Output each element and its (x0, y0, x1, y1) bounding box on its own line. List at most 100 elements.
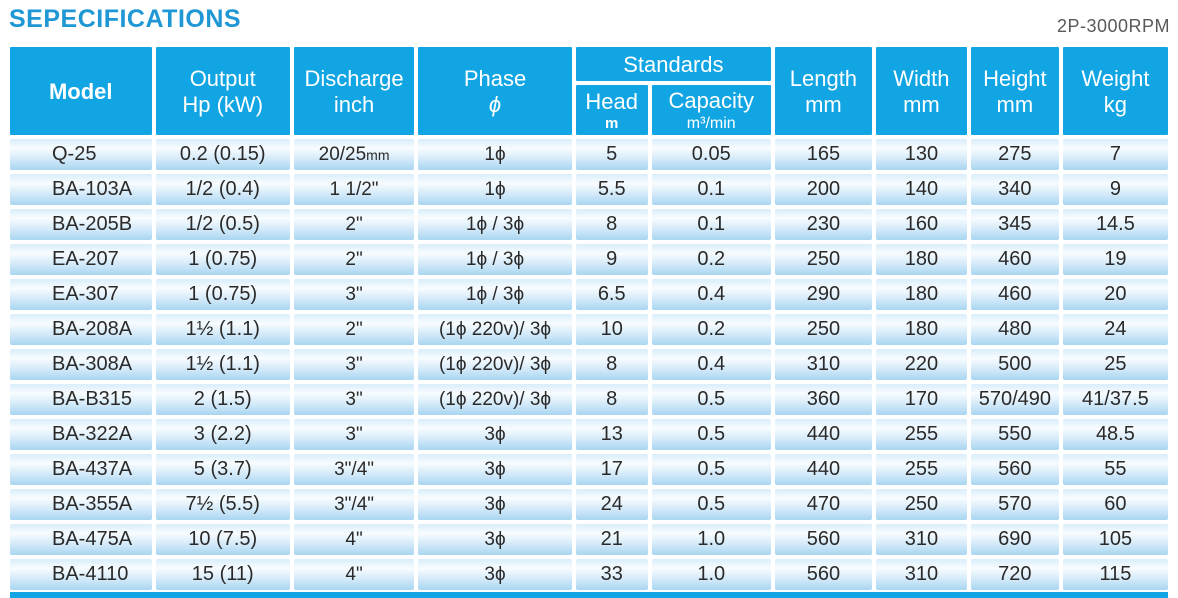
cell-head: 17 (575, 454, 648, 485)
cell-model: BA-308A (10, 349, 152, 380)
cell-capacity: 0.05 (651, 139, 771, 170)
cell-height: 275 (970, 139, 1059, 170)
cell-output: 1 (0.75) (155, 244, 290, 275)
table-row: BA-103A 1/2 (0.4) 1 1/2" 1ϕ 5.5 0.1 200 140 340 9 (10, 174, 1168, 205)
cell-capacity: 0.5 (651, 489, 771, 520)
cell-output: 3 (2.2) (155, 419, 290, 450)
header-capacity: Capacity m³/min (651, 85, 771, 135)
cell-width: 250 (875, 489, 967, 520)
cell-capacity: 0.5 (651, 454, 771, 485)
table-row: BA-437A 5 (3.7) 3"/4" 3ϕ 17 0.5 440 255 560 55 (10, 454, 1168, 485)
header-head-line1: Head (585, 88, 639, 114)
cell-length: 290 (774, 279, 872, 310)
discharge-value: 20/25 (318, 143, 367, 165)
cell-output: 7½ (5.5) (155, 489, 290, 520)
header-row-sub: Head m Capacity m³/min (10, 85, 1168, 135)
cell-width: 180 (875, 314, 967, 345)
header-length-line1: Length (789, 65, 858, 91)
cell-discharge: 3" (293, 384, 415, 415)
cell-weight: 60 (1062, 489, 1168, 520)
header-row-top: Model Output Hp (kW) Discharge inch Phas… (10, 47, 1168, 135)
cell-width: 310 (875, 524, 967, 555)
cell-discharge: 3" (293, 419, 415, 450)
cell-width: 220 (875, 349, 967, 380)
cell-capacity: 1.0 (651, 524, 771, 555)
cell-model: BA-B315 (10, 384, 152, 415)
cell-discharge: 3" (293, 279, 415, 310)
cell-phase: (1ϕ 220v)/ 3ϕ (418, 314, 572, 345)
cell-height: 560 (970, 454, 1059, 485)
cell-discharge: 1 1/2" (293, 174, 415, 205)
cell-height: 570/490 (970, 384, 1059, 415)
cell-model: Q-25 (10, 139, 152, 170)
cell-capacity: 0.2 (651, 244, 771, 275)
cell-weight: 25 (1062, 349, 1168, 380)
cell-capacity: 0.4 (651, 349, 771, 380)
cell-height: 500 (970, 349, 1059, 380)
cell-weight: 105 (1062, 524, 1168, 555)
header-height-line1: Height (983, 65, 1047, 91)
cell-head: 10 (575, 314, 648, 345)
cell-output: 15 (11) (155, 559, 290, 590)
cell-discharge: 20/25mm (293, 139, 415, 170)
cell-capacity: 0.1 (651, 209, 771, 240)
cell-output: 0.2 (0.15) (155, 139, 290, 170)
header-standards-label: Standards (623, 51, 724, 77)
specifications-table: Model Output Hp (kW) Discharge inch Phas… (6, 43, 1172, 594)
cell-length: 440 (774, 419, 872, 450)
cell-head: 8 (575, 349, 648, 380)
cell-output: 5 (3.7) (155, 454, 290, 485)
cell-width: 170 (875, 384, 967, 415)
cell-head: 33 (575, 559, 648, 590)
header-width: Width mm (875, 47, 967, 135)
cell-weight: 48.5 (1062, 419, 1168, 450)
cell-length: 360 (774, 384, 872, 415)
cell-phase: 3ϕ (418, 489, 572, 520)
cell-model: EA-207 (10, 244, 152, 275)
table-row: BA-355A 7½ (5.5) 3"/4" 3ϕ 24 0.5 470 250 570 60 (10, 489, 1168, 520)
cell-output: 1½ (1.1) (155, 349, 290, 380)
cell-capacity: 0.1 (651, 174, 771, 205)
cell-width: 160 (875, 209, 967, 240)
cell-length: 200 (774, 174, 872, 205)
cell-phase: 3ϕ (418, 454, 572, 485)
cell-length: 250 (774, 244, 872, 275)
header-model-label: Model (48, 78, 113, 104)
table-header: Model Output Hp (kW) Discharge inch Phas… (10, 47, 1168, 135)
cell-phase: 1ϕ / 3ϕ (418, 209, 572, 240)
header-height: Height mm (970, 47, 1059, 135)
table-row: BA-B315 2 (1.5) 3" (1ϕ 220v)/ 3ϕ 8 0.5 360 170 5… (10, 384, 1168, 415)
cell-head: 8 (575, 384, 648, 415)
cell-discharge: 3"/4" (293, 454, 415, 485)
table-row: BA-208A 1½ (1.1) 2" (1ϕ 220v)/ 3ϕ 10 0.2 250 18… (10, 314, 1168, 345)
cell-head: 24 (575, 489, 648, 520)
cell-model: BA-475A (10, 524, 152, 555)
table-row: BA-322A 3 (2.2) 3" 3ϕ 13 0.5 440 255 550 48.5 (10, 419, 1168, 450)
page-title: SEPECIFICATIONS (9, 5, 242, 33)
cell-capacity: 0.5 (651, 384, 771, 415)
cell-weight: 19 (1062, 244, 1168, 275)
header-model: Model (10, 47, 152, 135)
cell-discharge: 4" (293, 524, 415, 555)
cell-length: 230 (774, 209, 872, 240)
header-height-line2: mm (996, 91, 1034, 117)
cell-model: BA-103A (10, 174, 152, 205)
cell-width: 140 (875, 174, 967, 205)
table-row: EA-307 1 (0.75) 3" 1ϕ / 3ϕ 6.5 0.4 290 180 460 20 (10, 279, 1168, 310)
cell-phase: 3ϕ (418, 559, 572, 590)
cell-length: 470 (774, 489, 872, 520)
cell-phase: 1ϕ (418, 139, 572, 170)
cell-phase: 3ϕ (418, 419, 572, 450)
header-discharge: Discharge inch (293, 47, 415, 135)
cell-length: 560 (774, 524, 872, 555)
discharge-unit: mm (366, 146, 390, 163)
header-capacity-unit: m³/min (686, 115, 736, 132)
table-row: Q-25 0.2 (0.15) 20/25mm 1ϕ 5 0.05 165 130 275 7 (10, 139, 1168, 170)
cell-length: 560 (774, 559, 872, 590)
cell-phase: (1ϕ 220v)/ 3ϕ (418, 349, 572, 380)
cell-width: 310 (875, 559, 967, 590)
header-discharge-line2: inch (333, 91, 375, 117)
header-length: Length mm (774, 47, 872, 135)
cell-output: 1½ (1.1) (155, 314, 290, 345)
cell-output: 1/2 (0.4) (155, 174, 290, 205)
